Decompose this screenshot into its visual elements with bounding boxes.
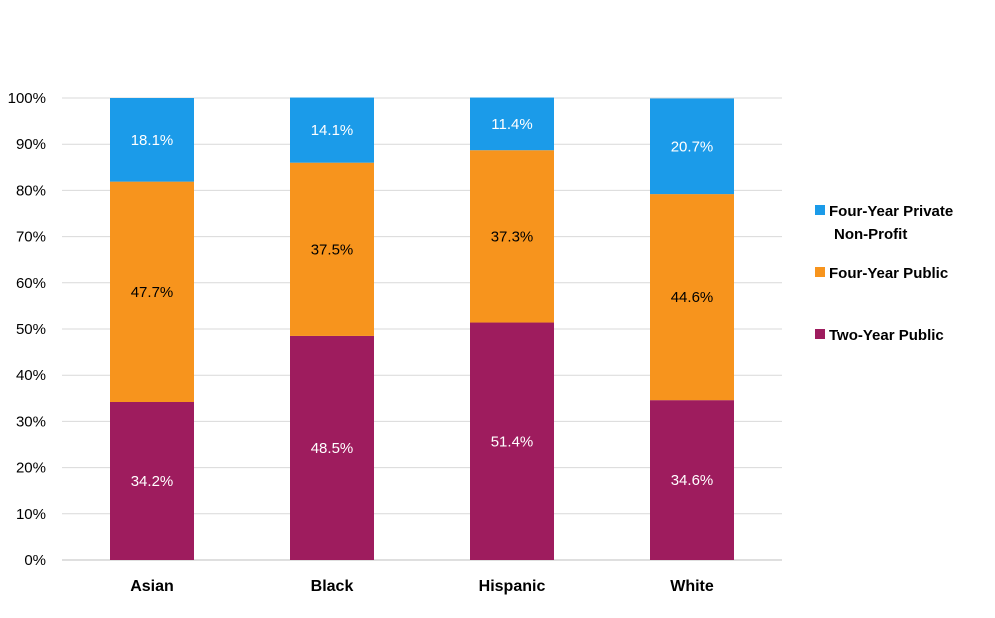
bar-segment — [650, 400, 734, 560]
legend-label: Two-Year Public — [829, 327, 944, 344]
data-label: 20.7% — [671, 138, 714, 155]
legend-label: Non-Profit — [834, 226, 907, 243]
y-tick-label: 60% — [16, 275, 46, 292]
y-tick-label: 100% — [8, 90, 46, 107]
legend-swatch — [815, 267, 825, 277]
bar-segment — [470, 97, 554, 151]
x-tick-label: Black — [311, 578, 354, 595]
data-label: 18.1% — [131, 132, 174, 149]
bar-segment — [470, 150, 554, 323]
x-axis: Asian Black Hispanic White — [130, 578, 714, 595]
bars — [110, 97, 734, 560]
bar-segment — [110, 98, 194, 182]
bar-segment — [650, 98, 734, 195]
legend-swatch — [815, 329, 825, 339]
bar-segment — [110, 401, 194, 560]
data-label: 44.6% — [671, 289, 714, 306]
data-label: 51.4% — [491, 433, 534, 450]
data-label: 48.5% — [311, 440, 354, 457]
y-tick-label: 10% — [16, 506, 46, 523]
legend-swatch — [815, 205, 825, 215]
data-label: 14.1% — [311, 122, 354, 139]
legend-label: Four-Year Public — [829, 265, 948, 282]
legend-label: Four-Year Private — [829, 203, 953, 220]
data-label: 37.5% — [311, 241, 354, 258]
bar-segment — [290, 335, 374, 560]
x-tick-label: White — [670, 578, 714, 595]
y-tick-label: 20% — [16, 460, 46, 477]
legend: Four-Year Private Non-Profit Four-Year Pub… — [815, 203, 953, 344]
y-tick-label: 50% — [16, 321, 46, 338]
y-axis: 0% 10% 20% 30% 40% 50% 60% 70% 80% 90% 100% — [8, 90, 46, 569]
bar-segment — [290, 162, 374, 336]
x-tick-label: Asian — [130, 578, 174, 595]
data-label: 11.4% — [491, 116, 532, 133]
data-labels: 34.2% 47.7% 18.1% 48.5% 37.5% 14.1% 51.4% 37.3%… — [131, 116, 714, 490]
y-tick-label: 70% — [16, 229, 46, 246]
data-label: 34.2% — [131, 473, 174, 490]
bar-segment — [110, 181, 194, 402]
data-label: 47.7% — [131, 284, 174, 301]
data-label: 34.6% — [671, 472, 714, 489]
bar-segment — [650, 194, 734, 401]
x-tick-label: Hispanic — [479, 578, 546, 595]
y-tick-label: 90% — [16, 136, 46, 153]
y-tick-label: 80% — [16, 182, 46, 199]
y-tick-label: 0% — [24, 552, 46, 569]
y-tick-label: 40% — [16, 367, 46, 384]
data-label: 37.3% — [491, 228, 534, 245]
bar-segment — [470, 322, 554, 560]
y-tick-label: 30% — [16, 413, 46, 430]
bar-segment — [290, 97, 374, 163]
